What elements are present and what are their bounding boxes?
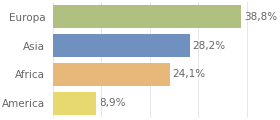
Text: 24,1%: 24,1% bbox=[173, 69, 206, 79]
Text: 28,2%: 28,2% bbox=[193, 41, 226, 51]
Text: 38,8%: 38,8% bbox=[244, 12, 277, 22]
Bar bbox=[53, 92, 96, 115]
Bar bbox=[53, 34, 190, 57]
Text: 8,9%: 8,9% bbox=[99, 98, 125, 108]
Bar bbox=[53, 63, 170, 86]
Bar bbox=[53, 5, 241, 28]
